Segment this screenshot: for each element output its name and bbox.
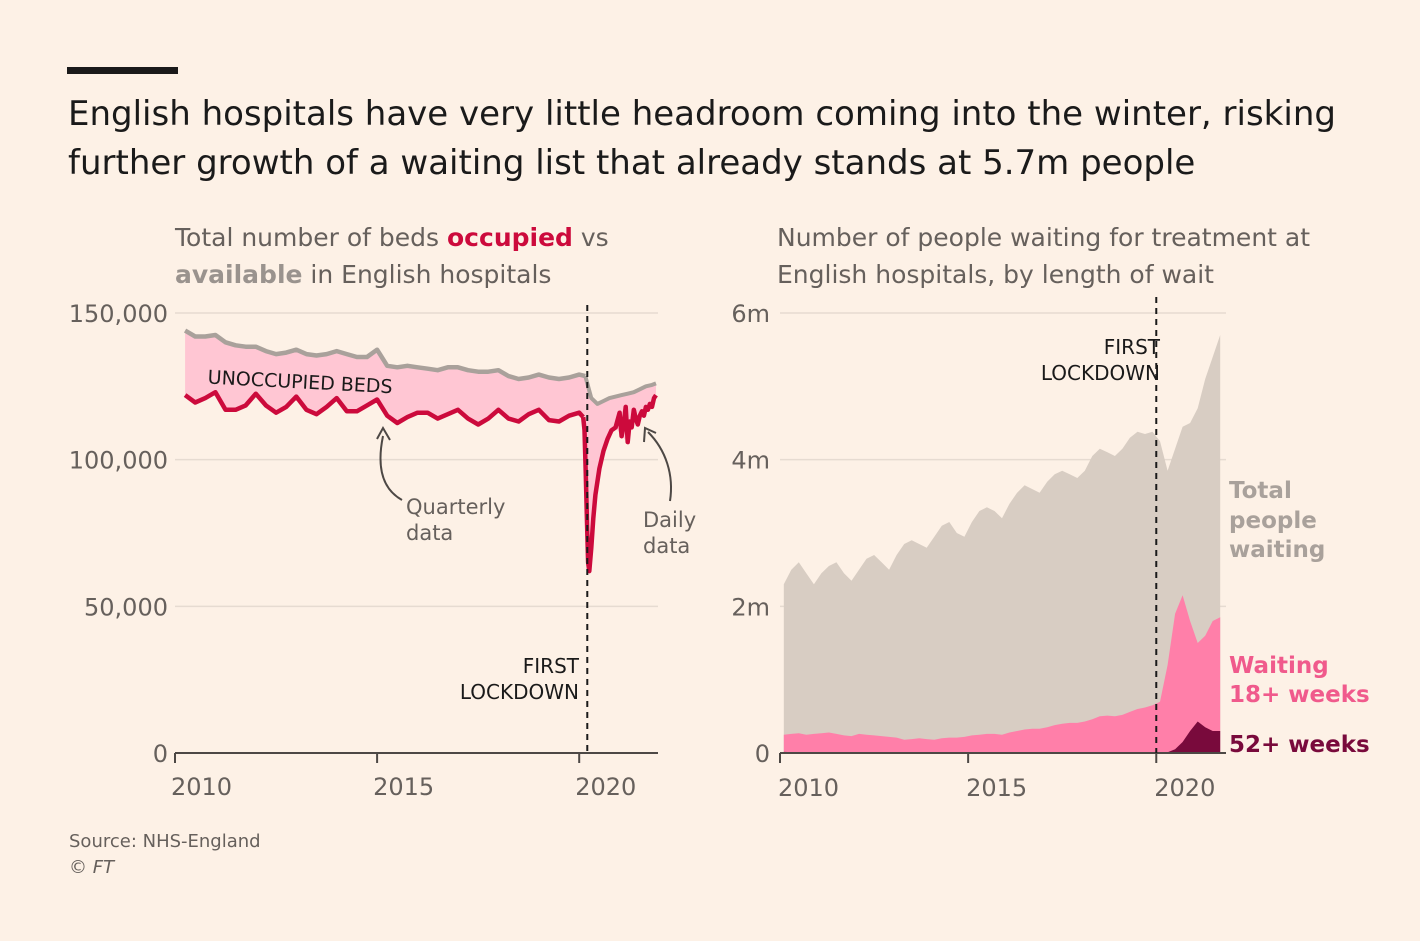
y-tick-label: 6m: [731, 300, 770, 328]
subtitle-text: vs: [572, 223, 609, 252]
total-waiting-label: Total: [1229, 478, 1292, 504]
left-chart-subtitle: Total number of beds occupied vs availabl…: [175, 219, 695, 293]
right-chart-subtitle: Number of people waiting for treatment a…: [777, 223, 1311, 289]
total-waiting-area: [783, 335, 1221, 753]
y-tick-label: 100,000: [69, 447, 168, 475]
available-line-daily: [583, 375, 657, 406]
lockdown-label: LOCKDOWN: [460, 680, 579, 704]
occupied-line-quarterly: [183, 389, 585, 427]
daily-label: Daily: [643, 508, 696, 532]
waiting-18-weeks-label: Waiting: [1229, 653, 1329, 679]
top-rule: [67, 67, 178, 74]
available-highlight: available: [175, 260, 303, 289]
x-tick-label: 2015: [373, 773, 434, 801]
daily-arrow: [647, 431, 672, 502]
waiting-52-weeks-area: [783, 721, 1221, 753]
y-tick-label: 150,000: [69, 300, 168, 328]
x-tick-label: 2010: [171, 773, 232, 801]
total-waiting-label: waiting: [1229, 537, 1325, 563]
total-waiting-label: people: [1229, 508, 1317, 534]
waiting-52-weeks-label: 52+ weeks: [1229, 732, 1370, 758]
unoccupied-area-daily: [585, 376, 656, 548]
subtitle-text: Total number of beds: [175, 223, 447, 252]
quarterly-label: Quarterly: [406, 495, 505, 519]
x-tick-label: 2020: [575, 773, 636, 801]
x-tick-label: 2015: [966, 774, 1027, 802]
source-note: Source: NHS-England © FT: [69, 829, 261, 881]
waiting-18-weeks-area: [783, 595, 1221, 753]
y-tick-label: 2m: [731, 593, 770, 621]
x-tick-label: 2010: [778, 774, 839, 802]
available-line-quarterly: [183, 328, 586, 382]
quarterly-arrow: [379, 435, 403, 501]
occupied-line-daily: [580, 393, 658, 574]
daily-arrowhead: [643, 426, 657, 443]
y-tick-label: 0: [153, 740, 168, 768]
y-tick-label: 50,000: [84, 593, 168, 621]
lockdown-label: FIRST: [523, 654, 580, 678]
waiting-18-weeks-label: 18+ weeks: [1229, 682, 1370, 708]
x-tick-label: 2020: [1154, 774, 1215, 802]
quarterly-label: data: [406, 521, 453, 545]
source-text: Source: NHS-England: [69, 831, 261, 852]
lockdown-label: LOCKDOWN: [1041, 361, 1160, 385]
quarterly-arrowhead: [376, 425, 391, 441]
y-tick-label: 0: [755, 740, 770, 768]
copyright-text: © FT: [69, 857, 115, 878]
headline: English hospitals have very little headr…: [68, 94, 1336, 183]
subtitle-text: in English hospitals: [302, 260, 552, 289]
daily-label: data: [643, 534, 690, 558]
lockdown-label: FIRST: [1104, 335, 1161, 359]
y-tick-label: 4m: [731, 447, 770, 475]
occupied-highlight: occupied: [447, 223, 573, 252]
